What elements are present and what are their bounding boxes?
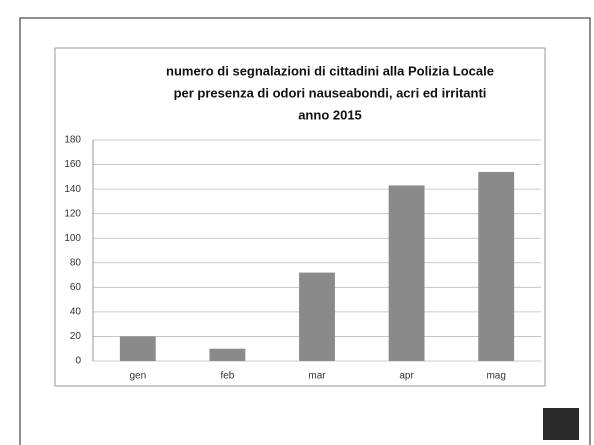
x-tick-label: mar bbox=[308, 371, 326, 382]
logo bbox=[543, 408, 579, 440]
chart-title: numero di segnalazioni di cittadini alla… bbox=[166, 63, 494, 78]
y-tick-label: 20 bbox=[70, 331, 82, 342]
y-tick-label: 180 bbox=[64, 135, 81, 146]
bar bbox=[119, 336, 156, 361]
y-tick-label: 100 bbox=[64, 233, 81, 244]
y-tick-label: 40 bbox=[70, 307, 82, 318]
y-tick-label: 0 bbox=[75, 356, 81, 367]
y-tick-label: 160 bbox=[64, 159, 81, 170]
bar bbox=[299, 272, 335, 361]
x-tick-label: gen bbox=[129, 371, 146, 382]
bar bbox=[388, 185, 425, 361]
bar bbox=[478, 171, 515, 361]
chart-title: anno 2015 bbox=[298, 107, 362, 122]
y-tick-label: 120 bbox=[64, 208, 81, 219]
x-tick-label: feb bbox=[220, 371, 234, 382]
chart-frame bbox=[54, 47, 546, 387]
y-tick-label: 80 bbox=[70, 257, 82, 268]
y-tick-label: 140 bbox=[64, 184, 81, 195]
x-tick-label: apr bbox=[399, 371, 414, 382]
bar bbox=[209, 348, 246, 361]
slide-frame bbox=[19, 17, 591, 445]
y-tick-label: 60 bbox=[70, 282, 82, 293]
chart-title: per presenza di odori nauseabondi, acri … bbox=[174, 85, 487, 100]
x-tick-label: mag bbox=[486, 371, 505, 382]
